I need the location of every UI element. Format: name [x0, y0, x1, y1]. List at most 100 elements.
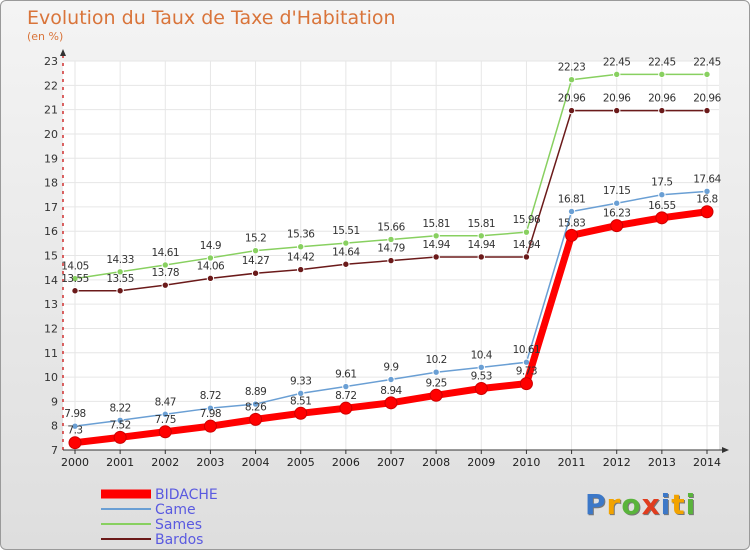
data-label: 13.55: [61, 273, 89, 285]
data-label: 14.94: [422, 239, 450, 251]
logo-letter: r: [606, 488, 622, 521]
logo-letter: P: [585, 488, 607, 521]
data-point-sames: [251, 246, 260, 255]
chart-subtitle: (en %): [27, 30, 64, 43]
y-tick-label: 11: [44, 347, 58, 360]
data-point-bidache: [610, 219, 624, 233]
data-point-bidache: [655, 211, 669, 225]
data-point-sames: [116, 268, 124, 276]
data-point-bardos: [206, 274, 215, 283]
y-tick-label: 21: [44, 104, 58, 117]
logo-letter: o: [621, 488, 642, 521]
data-point-came: [297, 389, 305, 398]
data-point-bidache: [294, 406, 308, 420]
legend-label: Came: [155, 502, 196, 518]
data-label: 14.05: [61, 261, 89, 273]
y-tick-label: 12: [44, 322, 58, 335]
data-point-bidache: [474, 381, 488, 395]
data-point-sames: [522, 228, 531, 236]
data-label: 20.96: [693, 93, 721, 105]
x-tick-label: 2008: [422, 456, 450, 469]
data-label: 14.33: [106, 254, 134, 266]
data-point-sames: [432, 232, 440, 240]
data-point-bardos: [297, 265, 305, 274]
y-tick-label: 17: [44, 201, 58, 214]
data-point-bardos: [161, 281, 169, 289]
data-label: 9.73: [516, 366, 537, 378]
data-label: 8.94: [380, 385, 402, 397]
data-point-sames: [161, 261, 169, 269]
data-label: 14.9: [200, 240, 221, 252]
data-label: 17.15: [603, 185, 631, 197]
data-label: 14.79: [377, 243, 405, 255]
data-label: 22.45: [693, 56, 721, 68]
data-label: 9.25: [425, 377, 446, 389]
x-tick-label: 2000: [61, 456, 89, 469]
y-tick-label: 16: [44, 225, 58, 238]
x-tick-label: 2014: [693, 456, 721, 469]
y-tick-label: 14: [44, 274, 58, 287]
data-label: 14.27: [242, 255, 270, 267]
data-label: 8.72: [335, 390, 356, 402]
data-point-bidache: [249, 412, 263, 426]
chart-title: Evolution du Taux de Taxe d'Habitation: [27, 7, 396, 29]
data-point-came: [613, 199, 621, 207]
data-point-came: [342, 382, 350, 391]
data-point-bardos: [613, 106, 621, 115]
data-label: 9.33: [290, 375, 311, 387]
y-tick-label: 8: [51, 420, 58, 433]
data-point-bidache: [339, 401, 353, 415]
data-point-bidache: [700, 205, 714, 219]
data-point-bardos: [658, 106, 666, 115]
data-point-bidache: [384, 396, 398, 410]
data-label: 8.22: [109, 402, 130, 414]
data-point-came: [567, 207, 576, 216]
data-point-sames: [387, 235, 395, 244]
y-tick-label: 13: [44, 298, 58, 311]
data-label: 16.8: [696, 194, 717, 206]
data-point-sames: [567, 76, 576, 84]
data-point-bidache: [203, 419, 217, 433]
data-point-sames: [297, 243, 305, 251]
data-point-bidache: [158, 425, 172, 439]
x-tick-label: 2003: [196, 456, 224, 469]
data-point-bidache: [113, 430, 127, 444]
x-tick-label: 2013: [648, 456, 676, 469]
data-point-bidache: [429, 388, 443, 402]
x-tick-label: 2009: [467, 456, 495, 469]
data-point-bardos: [432, 253, 440, 261]
data-point-sames: [703, 70, 711, 79]
data-label: 16.23: [603, 208, 631, 220]
x-tick-label: 2005: [287, 456, 315, 469]
data-point-bidache: [519, 377, 533, 391]
data-point-came: [206, 404, 215, 412]
data-label: 14.06: [197, 260, 225, 272]
logo-letter: i: [685, 488, 697, 521]
data-label: 9.9: [383, 361, 398, 373]
x-tick-label: 2002: [151, 456, 179, 469]
y-tick-label: 7: [51, 444, 58, 457]
data-label: 17.64: [693, 173, 721, 185]
data-label: 8.26: [245, 401, 267, 413]
data-point-bardos: [342, 260, 350, 268]
data-point-came: [161, 410, 169, 418]
data-label: 15.66: [377, 221, 405, 233]
logo-letter: x: [641, 488, 661, 521]
data-point-bardos: [387, 256, 395, 265]
data-point-bardos: [522, 253, 531, 261]
data-label: 14.94: [513, 239, 541, 251]
data-label: 20.96: [558, 93, 586, 105]
legend-label: Sames: [155, 517, 202, 533]
data-point-came: [251, 400, 260, 408]
data-point-came: [116, 416, 124, 425]
data-point-sames: [658, 70, 666, 79]
y-tick-label: 10: [44, 371, 58, 384]
y-tick-label: 9: [51, 395, 58, 408]
data-point-came: [387, 375, 395, 384]
data-label: 8.47: [155, 396, 176, 408]
x-tick-label: 2012: [603, 456, 631, 469]
legend-label: BIDACHE: [155, 487, 218, 503]
data-point-sames: [613, 70, 621, 79]
data-point-came: [71, 422, 79, 430]
